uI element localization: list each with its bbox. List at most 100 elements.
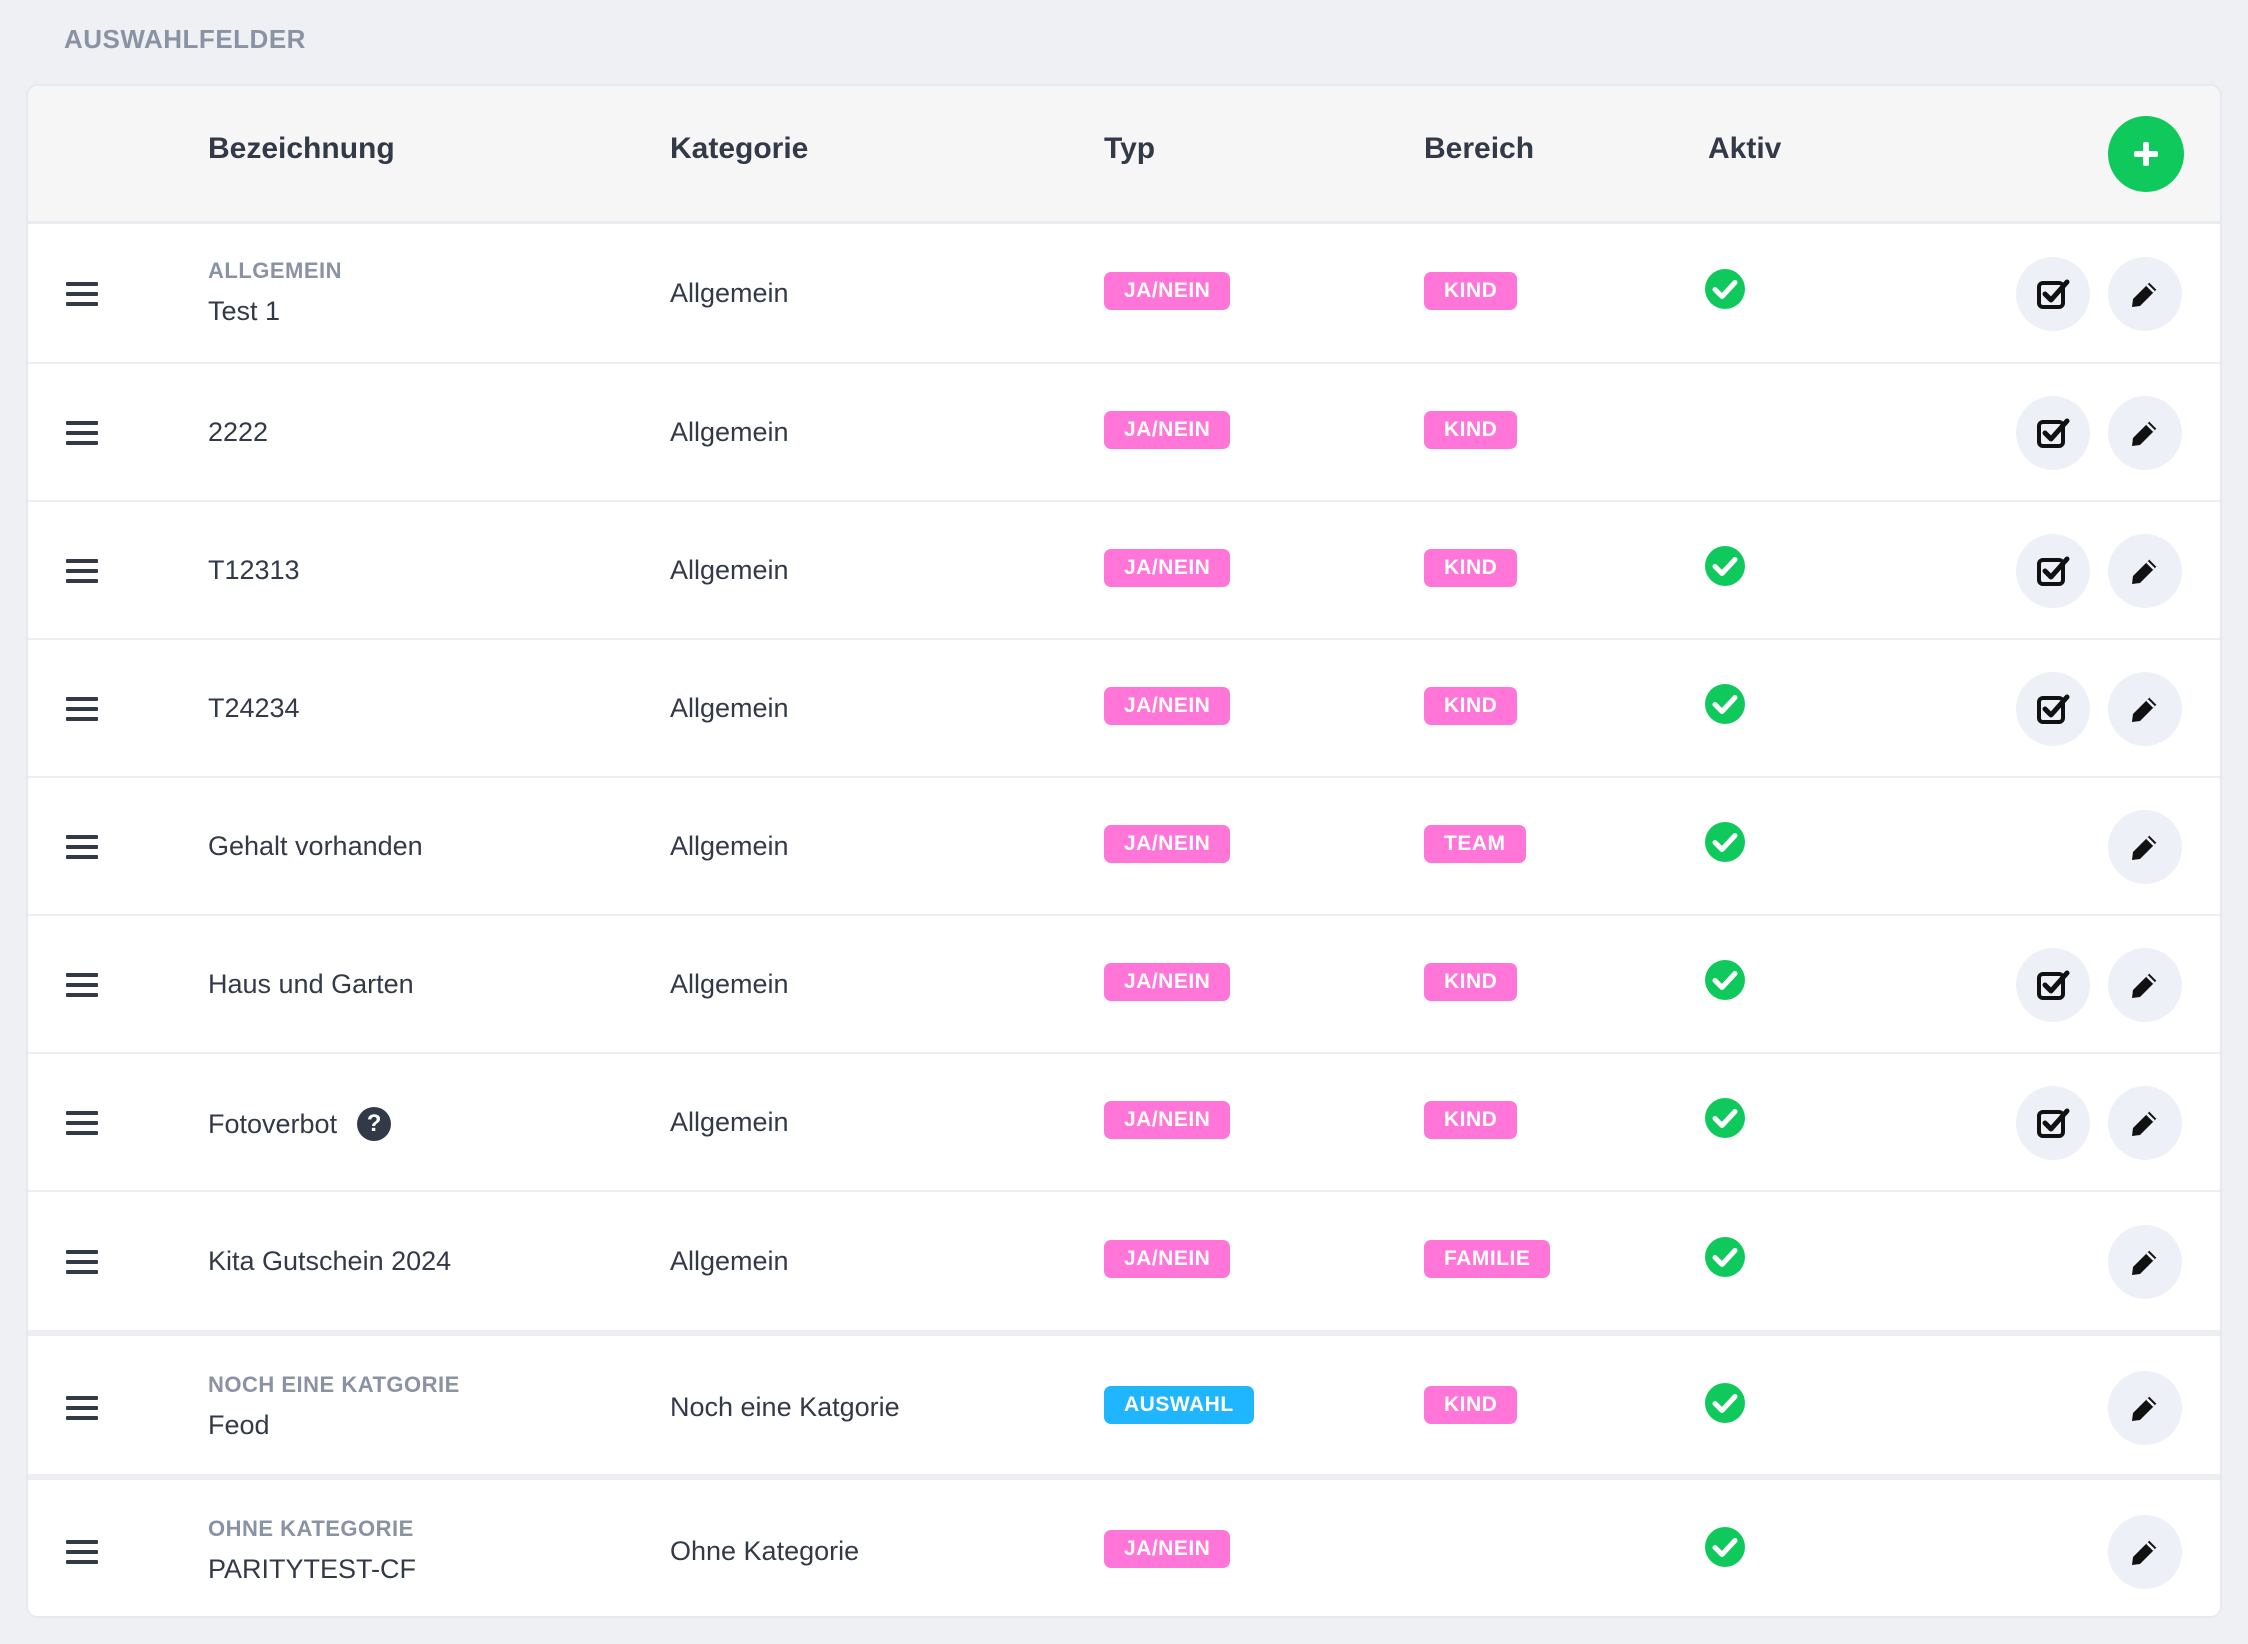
- help-icon[interactable]: ?: [357, 1107, 392, 1141]
- edit-options-button[interactable]: [2016, 534, 2090, 608]
- field-name: T24234: [208, 693, 300, 723]
- column-header-typ[interactable]: Typ: [1104, 132, 1156, 165]
- area-badge: KIND: [1424, 1101, 1518, 1139]
- type-badge: JA/NEIN: [1104, 272, 1231, 310]
- pencil-icon: [2132, 834, 2158, 860]
- area-cell: KIND: [1424, 1101, 1518, 1139]
- drag-handle-icon[interactable]: [66, 973, 98, 999]
- edit-button[interactable]: [2108, 1515, 2182, 1589]
- table-row[interactable]: 2222 Allgemein JA/NEIN KIND: [28, 364, 2220, 502]
- area-cell: KIND: [1424, 963, 1518, 1001]
- column-header-bezeichnung[interactable]: Bezeichnung: [208, 132, 395, 165]
- area-badge: TEAM: [1424, 825, 1526, 863]
- pencil-icon: [2132, 696, 2158, 722]
- edit-button[interactable]: [2108, 396, 2182, 470]
- active-check-icon: [1704, 545, 1746, 587]
- fields-table: Bezeichnung Kategorie Typ Bereich Aktiv …: [26, 84, 2222, 1618]
- drag-handle-icon[interactable]: [66, 1111, 98, 1137]
- category-cell: Allgemein: [670, 555, 789, 585]
- column-header-aktiv[interactable]: Aktiv: [1708, 132, 1782, 165]
- table-row[interactable]: NOCH EINE KATGORIE Feod Noch eine Katgorie…: [28, 1332, 2220, 1476]
- edit-options-button[interactable]: [2016, 672, 2090, 746]
- table-row[interactable]: Fotoverbot? Allgemein JA/NEIN KIND: [28, 1054, 2220, 1192]
- drag-handle-icon[interactable]: [66, 1250, 98, 1276]
- drag-handle-icon[interactable]: [66, 421, 98, 447]
- type-badge: JA/NEIN: [1104, 963, 1231, 1001]
- category-cell: Allgemein: [670, 1246, 789, 1276]
- pencil-icon: [2132, 420, 2158, 446]
- type-cell: JA/NEIN: [1104, 1101, 1231, 1139]
- type-badge: JA/NEIN: [1104, 411, 1231, 449]
- pencil-icon: [2132, 281, 2158, 307]
- field-name-cell: Fotoverbot?: [208, 1107, 392, 1141]
- field-name: Feod: [208, 1410, 270, 1440]
- table-row[interactable]: Gehalt vorhanden Allgemein JA/NEIN TEAM: [28, 778, 2220, 916]
- edit-button[interactable]: [2108, 534, 2182, 608]
- edit-button[interactable]: [2108, 810, 2182, 884]
- pencil-icon: [2132, 558, 2158, 584]
- active-check-icon: [1704, 1236, 1746, 1278]
- edit-button[interactable]: [2108, 1225, 2182, 1299]
- pencil-icon: [2132, 1249, 2158, 1275]
- drag-handle-icon[interactable]: [66, 559, 98, 585]
- category-group-label: OHNE KATEGORIE: [208, 1516, 414, 1541]
- column-header-kategorie[interactable]: Kategorie: [670, 132, 809, 165]
- active-check-icon: [1704, 1382, 1746, 1424]
- type-cell: JA/NEIN: [1104, 411, 1231, 449]
- table-row[interactable]: Haus und Garten Allgemein JA/NEIN KIND: [28, 916, 2220, 1054]
- edit-button[interactable]: [2108, 1086, 2182, 1160]
- active-check-icon: [1704, 1526, 1746, 1568]
- category-cell: Allgemein: [670, 693, 789, 723]
- area-cell: KIND: [1424, 1386, 1518, 1424]
- active-check-icon: [1704, 268, 1746, 310]
- area-badge: KIND: [1424, 549, 1518, 587]
- active-check-icon: [1704, 1097, 1746, 1139]
- type-badge: JA/NEIN: [1104, 825, 1231, 863]
- add-field-button[interactable]: [2108, 116, 2184, 192]
- checkbox-icon: [2037, 418, 2070, 448]
- active-check-icon: [1704, 683, 1746, 725]
- table-header: Bezeichnung Kategorie Typ Bereich Aktiv: [28, 86, 2220, 224]
- pencil-icon: [2132, 1539, 2158, 1565]
- field-name: PARITYTEST-CF: [208, 1554, 417, 1584]
- field-name-cell: Kita Gutschein 2024: [208, 1246, 451, 1277]
- table-row[interactable]: T24234 Allgemein JA/NEIN KIND: [28, 640, 2220, 778]
- type-cell: JA/NEIN: [1104, 963, 1231, 1001]
- field-name-cell: T12313: [208, 555, 300, 586]
- area-badge: KIND: [1424, 963, 1518, 1001]
- area-cell: KIND: [1424, 549, 1518, 587]
- type-cell: JA/NEIN: [1104, 549, 1231, 587]
- type-cell: AUSWAHL: [1104, 1386, 1254, 1424]
- field-name-cell: Test 1: [208, 296, 280, 327]
- drag-handle-icon[interactable]: [66, 835, 98, 861]
- field-name: Haus und Garten: [208, 969, 414, 999]
- type-badge: AUSWAHL: [1104, 1386, 1254, 1424]
- type-cell: JA/NEIN: [1104, 1530, 1231, 1568]
- edit-options-button[interactable]: [2016, 396, 2090, 470]
- edit-button[interactable]: [2108, 257, 2182, 331]
- pencil-icon: [2132, 972, 2158, 998]
- table-row[interactable]: ALLGEMEIN Test 1 Allgemein JA/NEIN KIND: [28, 224, 2220, 364]
- edit-options-button[interactable]: [2016, 948, 2090, 1022]
- field-name-cell: Gehalt vorhanden: [208, 831, 423, 862]
- area-cell: TEAM: [1424, 825, 1526, 863]
- drag-handle-icon[interactable]: [66, 1540, 98, 1566]
- active-check-icon: [1704, 959, 1746, 1001]
- edit-options-button[interactable]: [2016, 257, 2090, 331]
- table-row[interactable]: Kita Gutschein 2024 Allgemein JA/NEIN FAMIL…: [28, 1192, 2220, 1332]
- edit-button[interactable]: [2108, 672, 2182, 746]
- area-badge: KIND: [1424, 411, 1518, 449]
- table-row[interactable]: T12313 Allgemein JA/NEIN KIND: [28, 502, 2220, 640]
- edit-button[interactable]: [2108, 1371, 2182, 1445]
- drag-handle-icon[interactable]: [66, 697, 98, 723]
- column-header-bereich[interactable]: Bereich: [1424, 132, 1535, 165]
- table-row[interactable]: OHNE KATEGORIE PARITYTEST-CF Ohne Kategori…: [28, 1476, 2220, 1616]
- drag-handle-icon[interactable]: [66, 1396, 98, 1422]
- category-group-label: NOCH EINE KATGORIE: [208, 1372, 460, 1397]
- edit-options-button[interactable]: [2016, 1086, 2090, 1160]
- edit-button[interactable]: [2108, 948, 2182, 1022]
- checkbox-icon: [2037, 694, 2070, 724]
- area-badge: KIND: [1424, 1386, 1518, 1424]
- category-cell: Allgemein: [670, 831, 789, 861]
- drag-handle-icon[interactable]: [66, 282, 98, 308]
